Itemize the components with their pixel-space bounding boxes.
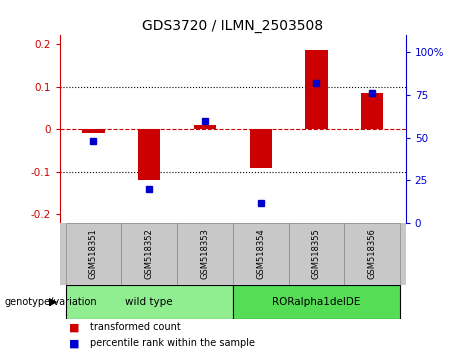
Bar: [121, 223, 177, 285]
Text: GSM518356: GSM518356: [368, 228, 377, 279]
Bar: [344, 223, 400, 285]
Bar: [177, 223, 233, 285]
Bar: [138, 129, 160, 181]
Bar: [82, 129, 105, 133]
Text: ▶: ▶: [49, 297, 58, 307]
Bar: [233, 223, 289, 285]
Bar: [65, 223, 121, 285]
Bar: [194, 125, 216, 129]
Text: GSM518354: GSM518354: [256, 228, 265, 279]
Bar: [361, 93, 384, 129]
Text: RORalpha1delDE: RORalpha1delDE: [272, 297, 361, 307]
Bar: [233, 285, 400, 319]
Text: wild type: wild type: [125, 297, 173, 307]
Title: GDS3720 / ILMN_2503508: GDS3720 / ILMN_2503508: [142, 19, 323, 33]
Text: percentile rank within the sample: percentile rank within the sample: [90, 338, 255, 348]
Bar: [305, 50, 328, 129]
Text: transformed count: transformed count: [90, 322, 181, 332]
Bar: [249, 129, 272, 167]
Bar: [289, 223, 344, 285]
Text: GSM518352: GSM518352: [145, 228, 154, 279]
Bar: [65, 285, 233, 319]
Text: GSM518353: GSM518353: [201, 228, 209, 279]
Text: genotype/variation: genotype/variation: [5, 297, 97, 307]
Text: GSM518355: GSM518355: [312, 228, 321, 279]
Text: GSM518351: GSM518351: [89, 228, 98, 279]
Text: ■: ■: [69, 338, 80, 348]
Text: ■: ■: [69, 322, 80, 332]
